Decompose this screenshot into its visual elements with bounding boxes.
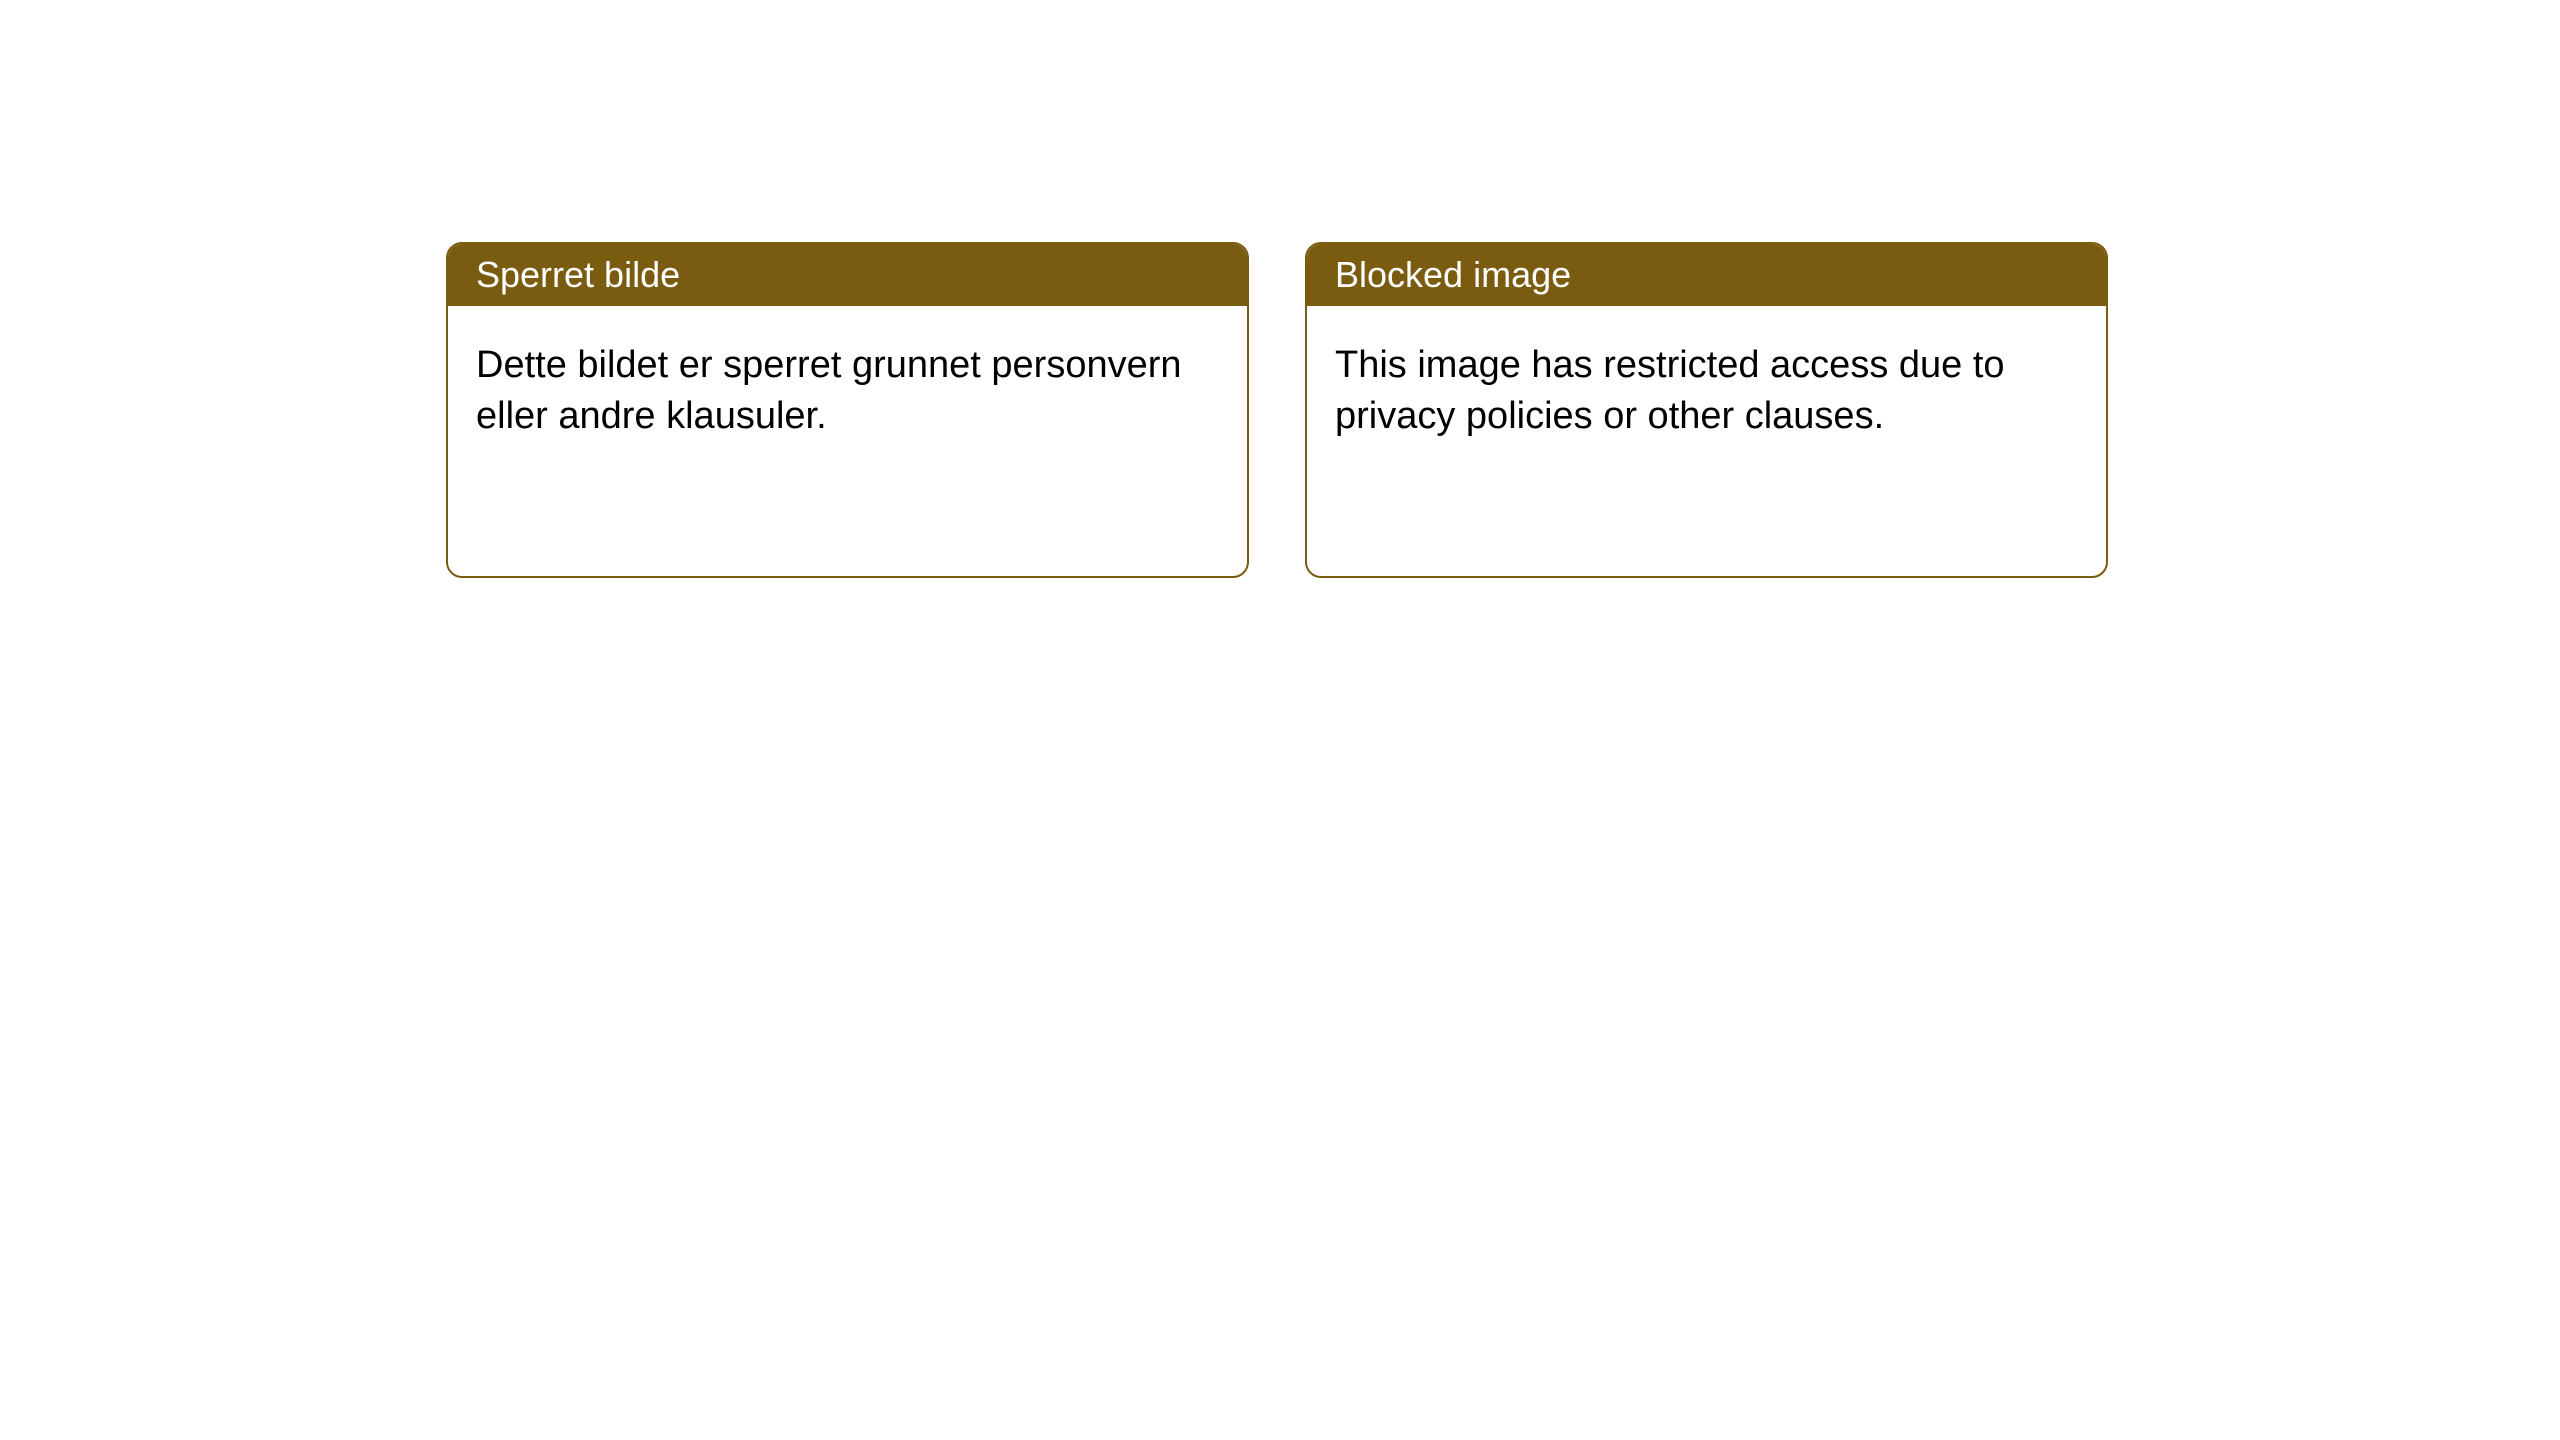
- card-title: Blocked image: [1335, 254, 1571, 295]
- notice-card-norwegian: Sperret bilde Dette bildet er sperret gr…: [446, 242, 1249, 578]
- notice-card-english: Blocked image This image has restricted …: [1305, 242, 2108, 578]
- notice-container: Sperret bilde Dette bildet er sperret gr…: [446, 242, 2108, 578]
- card-body-text: This image has restricted access due to …: [1335, 344, 2005, 437]
- card-body-text: Dette bildet er sperret grunnet personve…: [476, 344, 1182, 437]
- card-body: This image has restricted access due to …: [1307, 306, 2106, 477]
- card-title: Sperret bilde: [476, 254, 680, 295]
- card-body: Dette bildet er sperret grunnet personve…: [448, 306, 1247, 477]
- card-header: Sperret bilde: [448, 244, 1247, 306]
- card-header: Blocked image: [1307, 244, 2106, 306]
